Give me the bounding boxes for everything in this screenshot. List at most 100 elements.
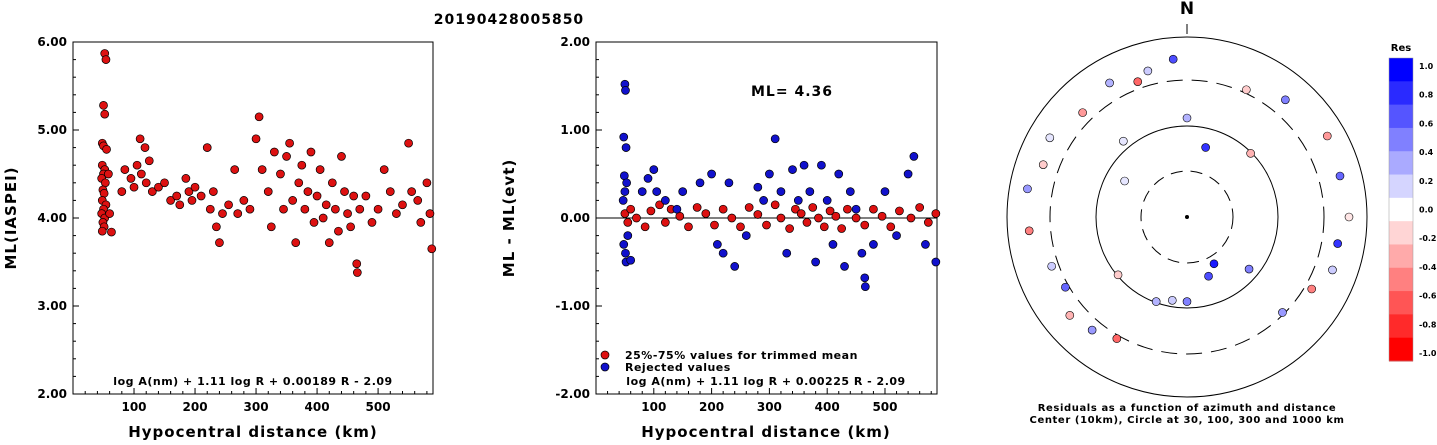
middle-rejected-point [765, 169, 774, 179]
left-y-tick-label: 3.00 [37, 299, 67, 313]
station-marker [1328, 265, 1337, 275]
left-data-point [99, 101, 108, 110]
epicenter-marker [1185, 215, 1189, 219]
left-data-point [263, 187, 273, 196]
middle-trimmed-point [776, 213, 786, 223]
middle-trimmed-point [860, 220, 870, 230]
left-data-point [422, 178, 432, 188]
colorbar-block [1389, 337, 1413, 362]
left-data-point [294, 178, 304, 188]
left-data-point [297, 160, 307, 170]
middle-rejected-point [840, 262, 849, 271]
middle-rejected-point [618, 196, 628, 205]
middle-x-tick-label: 200 [699, 400, 724, 414]
station-marker [1024, 226, 1034, 236]
middle-chart: -2.00 -1.00 0.00 1.00 2.00 100 200 300 400 500 M… [500, 35, 941, 441]
left-y-axis-label: ML(IASPEI) [2, 166, 20, 269]
left-data-point [202, 143, 212, 152]
station-marker [1182, 113, 1192, 123]
middle-y-tick-label: -1.00 [555, 299, 590, 313]
colorbar-tick-label: -0.2 [1419, 234, 1437, 243]
left-data-point [385, 187, 395, 196]
middle-rejected-point [713, 240, 722, 249]
left-data-point [239, 196, 249, 205]
middle-trimmed-point [655, 200, 664, 210]
colorbar-tick-label: 0.2 [1419, 177, 1433, 186]
middle-rejected-point [718, 248, 728, 258]
left-data-point [251, 134, 261, 144]
colorbar-tick-label: 0.6 [1419, 119, 1434, 128]
left-data-point [135, 134, 145, 144]
middle-rejected-point [652, 187, 662, 196]
left-data-point [105, 209, 114, 218]
left-data-point [340, 187, 349, 196]
left-data-point [144, 156, 154, 166]
middle-trimmed-point [895, 206, 904, 216]
middle-red-points [620, 200, 941, 233]
middle-rejected-point [811, 257, 820, 267]
left-data-point [266, 222, 276, 232]
legend-label-red: 25%-75% values for trimmed mean [625, 349, 858, 362]
station-marker [1047, 261, 1056, 271]
middle-rejected-point [822, 196, 832, 205]
middle-rejected-point [892, 231, 901, 240]
middle-y-tick-label: 0.00 [560, 211, 590, 225]
station-marker [1045, 133, 1055, 143]
station-marker [1333, 239, 1342, 248]
left-data-point [346, 222, 355, 232]
station-marker [1168, 54, 1178, 64]
middle-rejected-point [860, 273, 870, 283]
middle-rejected-point [637, 187, 647, 196]
north-label: N [1180, 0, 1194, 19]
middle-trimmed-point [785, 224, 794, 233]
middle-rejected-point [621, 248, 630, 258]
ring-300km [1049, 79, 1325, 355]
middle-x-ticks: 100 200 300 400 500 [607, 388, 932, 414]
left-data-point [334, 226, 343, 236]
left-data-point [343, 209, 352, 218]
middle-trimmed-point [869, 204, 878, 214]
left-data-point [166, 196, 175, 205]
left-x-tick-label: 200 [183, 400, 208, 414]
left-data-point [416, 218, 426, 227]
middle-y-tick-label: -2.00 [555, 387, 590, 401]
middle-x-axis-label: Hypocentral distance (km) [641, 423, 891, 441]
middle-trimmed-point [877, 211, 887, 221]
ring-100km [1095, 125, 1279, 309]
colorbar-blocks [1389, 58, 1413, 362]
left-data-point [270, 147, 279, 157]
middle-rejected-point [622, 178, 631, 188]
middle-rejected-point [817, 160, 826, 170]
middle-trimmed-point [851, 213, 861, 223]
middle-rejected-point [619, 132, 629, 142]
middle-rejected-point [649, 165, 659, 174]
middle-trimmed-point [825, 206, 835, 216]
page-title: 20190428005850 [434, 12, 584, 28]
station-marker [1143, 66, 1153, 76]
left-data-point [120, 165, 130, 174]
left-data-point [233, 209, 243, 218]
middle-rejected-point [834, 169, 844, 179]
station-marker [1078, 108, 1087, 117]
middle-trimmed-point [623, 218, 633, 227]
left-data-point [303, 187, 313, 196]
middle-trimmed-point [626, 204, 636, 214]
left-data-point [196, 191, 206, 201]
left-data-point [285, 138, 294, 148]
middle-rejected-point [619, 240, 629, 249]
middle-x-tick-label: 500 [872, 400, 897, 414]
station-marker [1065, 311, 1075, 320]
left-chart: 2.00 3.00 4.00 5.00 6.00 100 200 300 400 500 log… [2, 35, 437, 441]
middle-rejected-point [643, 174, 653, 183]
middle-trimmed-point [620, 209, 630, 218]
middle-trimmed-point [831, 211, 841, 221]
middle-trimmed-point [736, 222, 745, 232]
left-x-tick-label: 300 [244, 400, 269, 414]
left-data-point [117, 187, 127, 196]
colorbar: Res 1.0 0.8 0.6 0.4 0.2 0.0 -0.2 -0.4 -0.6 -0.8 -1… [1388, 43, 1437, 362]
middle-rejected-point [730, 262, 740, 271]
station-marker [1209, 259, 1219, 269]
polar-caption-line2: Center (10km), Circle at 30, 100, 300 an… [1030, 415, 1345, 426]
middle-y-ticks: -2.00 -1.00 0.00 1.00 2.00 [555, 35, 602, 401]
